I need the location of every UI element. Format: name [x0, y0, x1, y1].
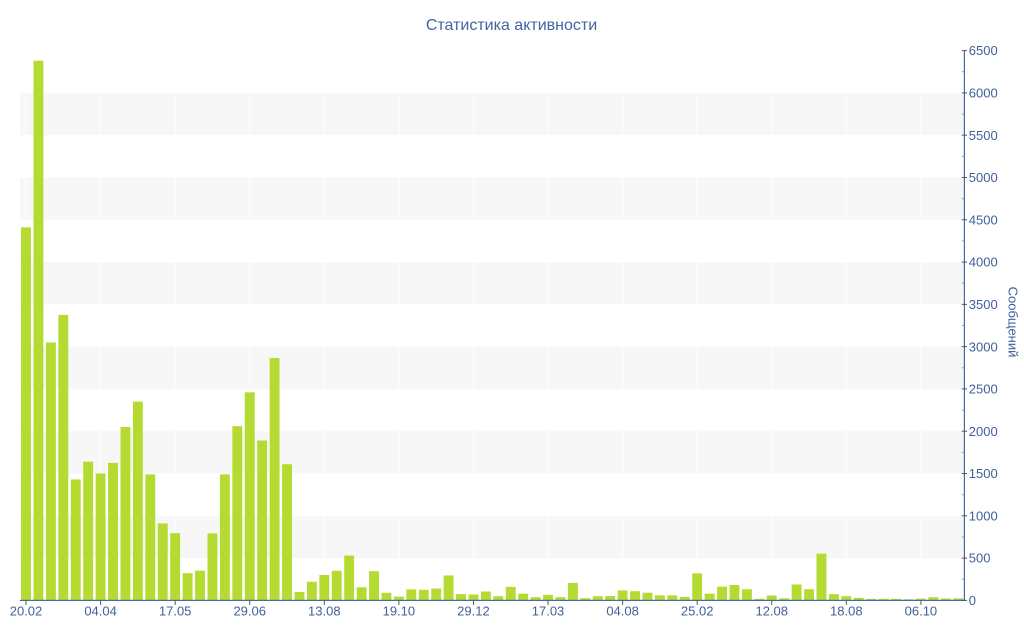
svg-text:17.05: 17.05	[159, 603, 192, 618]
svg-text:12.08: 12.08	[755, 603, 788, 618]
svg-text:6500: 6500	[969, 43, 998, 58]
svg-text:18.08: 18.08	[830, 603, 863, 618]
svg-text:20.02: 20.02	[10, 603, 43, 618]
svg-text:6000: 6000	[969, 85, 998, 100]
svg-text:5500: 5500	[969, 128, 998, 143]
svg-text:2000: 2000	[969, 424, 998, 439]
svg-text:1500: 1500	[969, 466, 998, 481]
svg-text:04.04: 04.04	[84, 603, 117, 618]
svg-text:4000: 4000	[969, 255, 998, 270]
svg-text:29.12: 29.12	[457, 603, 490, 618]
svg-text:25.02: 25.02	[681, 603, 714, 618]
svg-text:0: 0	[969, 593, 976, 608]
svg-text:2500: 2500	[969, 382, 998, 397]
svg-text:13.08: 13.08	[308, 603, 341, 618]
svg-text:Статистика активности: Статистика активности	[426, 17, 597, 34]
svg-text:19.10: 19.10	[383, 603, 416, 618]
svg-text:3000: 3000	[969, 339, 998, 354]
svg-text:Сообщений: Сообщений	[1006, 287, 1021, 358]
svg-text:17.03: 17.03	[532, 603, 565, 618]
svg-text:06.10: 06.10	[905, 603, 938, 618]
svg-text:500: 500	[969, 551, 991, 566]
svg-text:5000: 5000	[969, 170, 998, 185]
svg-text:4500: 4500	[969, 212, 998, 227]
svg-text:1000: 1000	[969, 508, 998, 523]
svg-text:3500: 3500	[969, 297, 998, 312]
svg-text:04.08: 04.08	[606, 603, 639, 618]
svg-text:29.06: 29.06	[233, 603, 266, 618]
